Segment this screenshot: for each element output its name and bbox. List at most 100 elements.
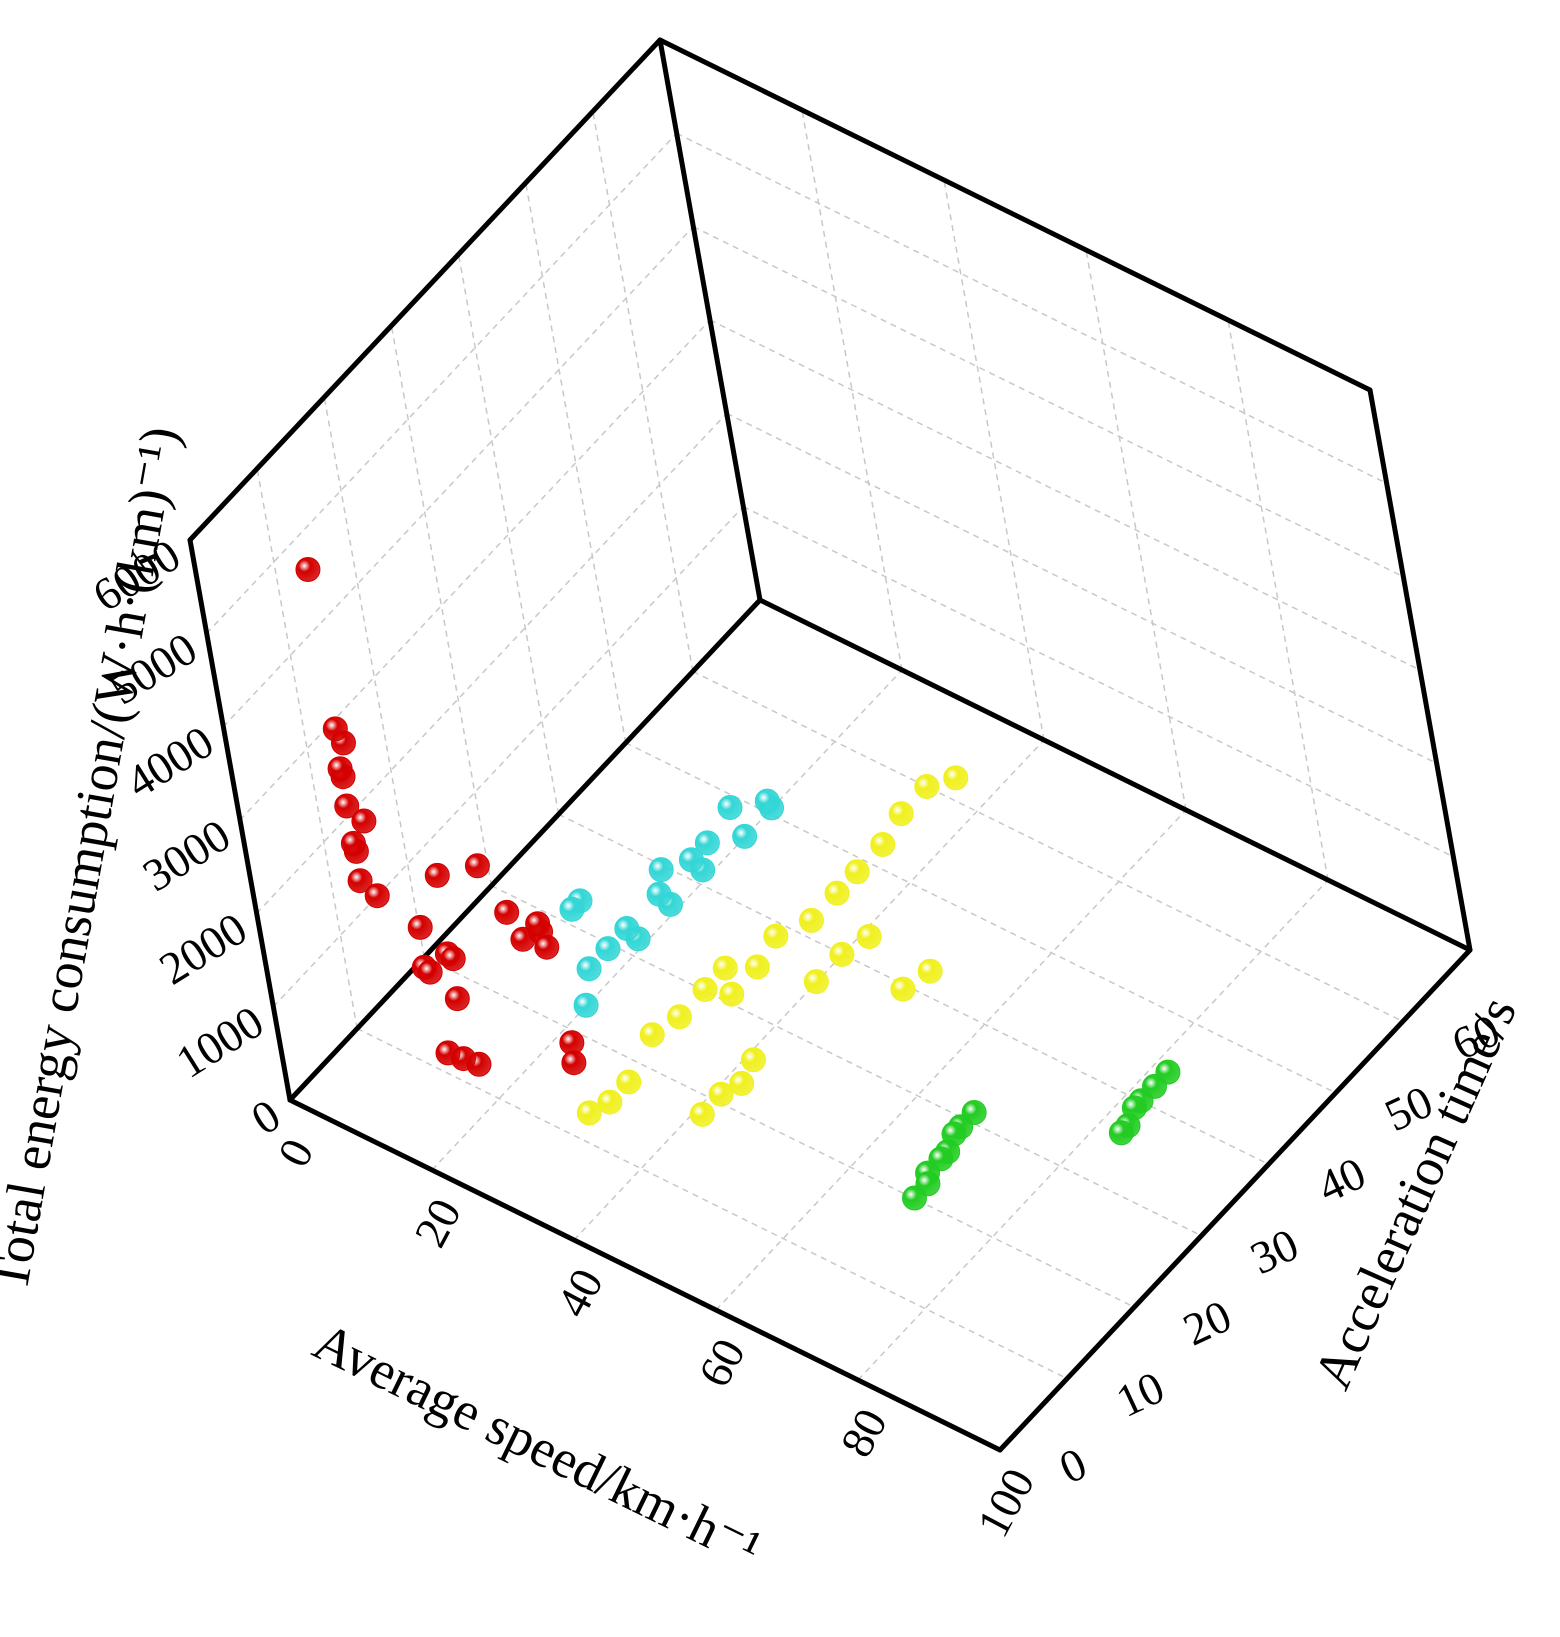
point <box>901 1185 927 1211</box>
point <box>561 1050 587 1076</box>
grid-line <box>423 956 1135 1308</box>
point <box>890 976 916 1002</box>
point <box>798 907 824 933</box>
grid-line <box>272 506 744 1008</box>
point <box>327 756 353 782</box>
point <box>914 773 940 799</box>
point <box>424 862 450 888</box>
point <box>534 934 560 960</box>
z-tick-label: 3000 <box>134 809 239 901</box>
box-edge <box>657 37 1373 393</box>
grid-line <box>709 319 1421 671</box>
grid-line <box>524 182 627 743</box>
grid-line <box>222 226 694 728</box>
point <box>295 556 321 582</box>
point <box>803 969 829 995</box>
point <box>494 899 520 925</box>
x-tick-label: 100 <box>967 1460 1044 1545</box>
x-tick-label: 40 <box>546 1260 613 1325</box>
point <box>740 1047 766 1073</box>
point <box>754 788 780 814</box>
point <box>719 981 745 1007</box>
box-edge <box>1367 387 1473 953</box>
point <box>943 765 969 791</box>
grid-line <box>256 468 358 1029</box>
point <box>829 941 855 967</box>
x-tick-label: 20 <box>404 1190 471 1255</box>
box-edge <box>187 537 293 1103</box>
point <box>824 880 850 906</box>
point <box>744 954 770 980</box>
grid-line <box>943 179 1045 741</box>
x-tick-label: 80 <box>830 1400 897 1465</box>
point <box>712 955 738 981</box>
points <box>295 556 1181 1211</box>
point <box>576 956 602 982</box>
point <box>888 801 914 827</box>
point <box>573 992 599 1018</box>
point <box>440 946 466 972</box>
grid-line <box>239 319 711 821</box>
grid-line <box>676 132 1387 485</box>
grid-line <box>256 412 728 914</box>
box-edge <box>287 597 763 1103</box>
point <box>597 1089 623 1115</box>
point <box>334 793 360 819</box>
point <box>689 1101 715 1127</box>
point <box>525 911 551 937</box>
point <box>732 823 758 849</box>
point <box>694 830 720 856</box>
y-tick-label: 40 <box>1310 1147 1373 1213</box>
point <box>347 868 373 894</box>
grid-line <box>491 885 1202 1237</box>
grid-line <box>431 669 903 1171</box>
point <box>646 881 672 907</box>
point <box>678 847 704 873</box>
box-edge <box>187 37 663 543</box>
point <box>559 896 585 922</box>
point <box>639 1022 665 1048</box>
point <box>844 859 870 885</box>
point <box>576 1100 602 1126</box>
point <box>917 958 943 984</box>
grid-line <box>692 670 1404 1023</box>
point <box>614 916 640 942</box>
point <box>1108 1120 1134 1146</box>
point <box>595 936 621 962</box>
point <box>856 923 882 949</box>
grid-line <box>693 225 1404 578</box>
y-tick-label: 10 <box>1108 1361 1171 1427</box>
box-edge <box>757 597 1473 953</box>
box-edge <box>657 37 763 603</box>
box-edge <box>287 1097 1003 1453</box>
point <box>340 830 366 856</box>
point <box>666 1004 692 1030</box>
point <box>435 1040 461 1066</box>
point <box>464 853 490 879</box>
box-edge <box>997 947 1473 1453</box>
grid-line <box>1227 319 1329 881</box>
x-tick-label: 60 <box>688 1330 755 1395</box>
point <box>692 977 718 1003</box>
point <box>417 959 443 985</box>
point <box>708 1081 734 1107</box>
grid-line <box>390 325 493 886</box>
point <box>870 831 896 857</box>
point <box>763 923 789 949</box>
y-tick-label: 30 <box>1243 1218 1306 1284</box>
z-tick-label: 2000 <box>151 903 256 995</box>
grid-line <box>857 879 1329 1381</box>
grid-line <box>356 1027 1068 1380</box>
grid-line <box>323 397 426 958</box>
point <box>510 926 536 952</box>
point <box>364 883 390 909</box>
box-edges <box>187 37 1473 1453</box>
grid-line <box>726 412 1437 765</box>
point <box>616 1069 642 1095</box>
grid-line <box>457 254 560 815</box>
point <box>717 795 743 821</box>
point <box>444 986 470 1012</box>
y-tick-label: 0 <box>1052 1438 1094 1494</box>
